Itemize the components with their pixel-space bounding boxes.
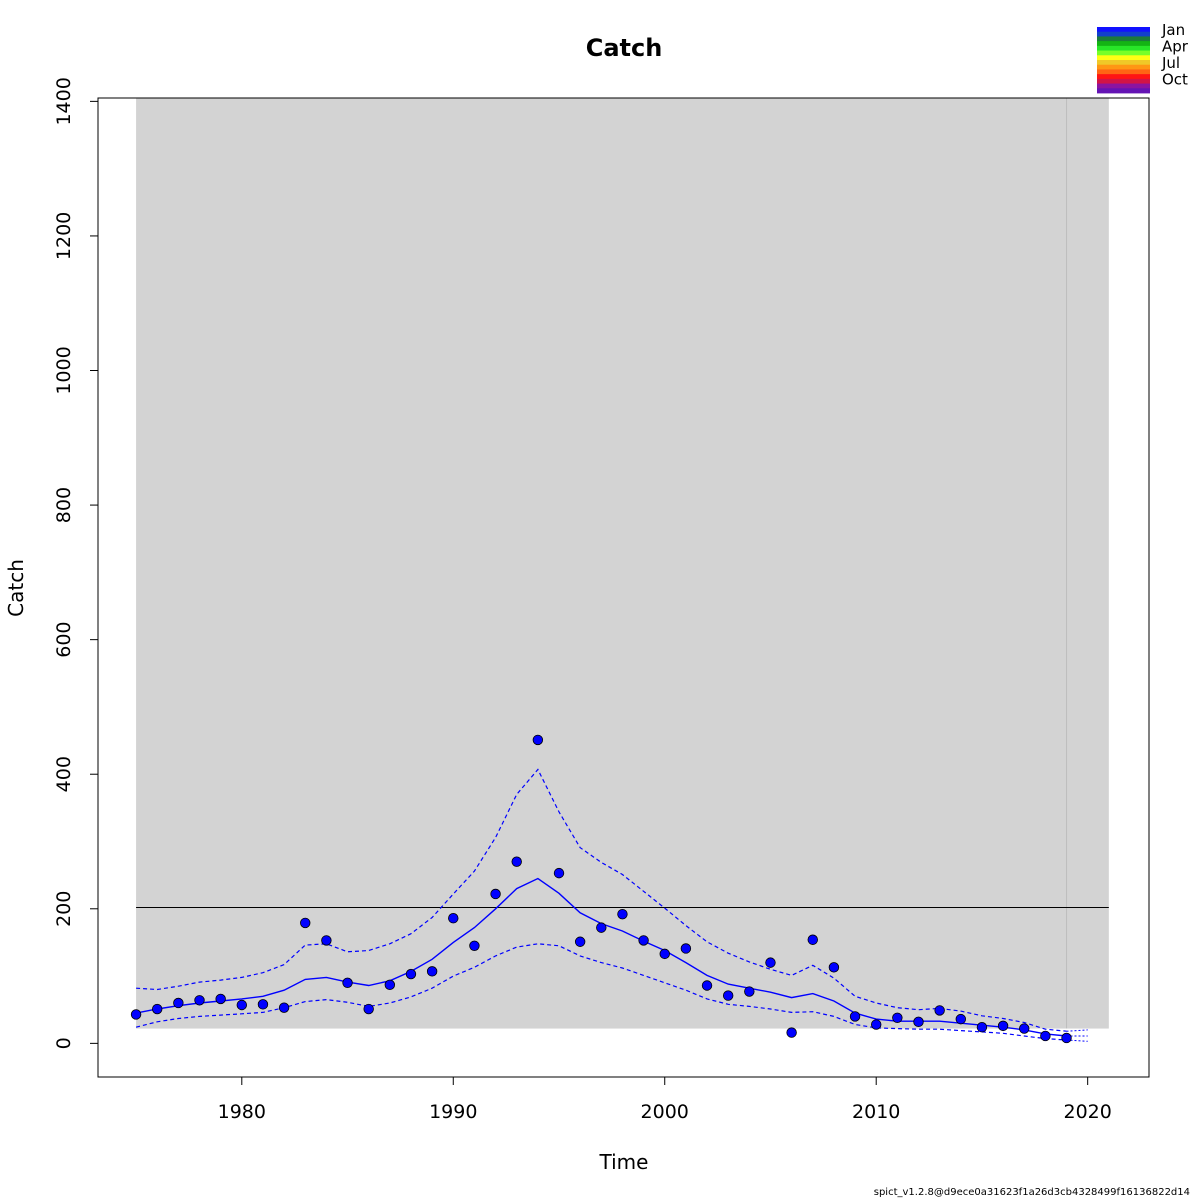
data-point (1040, 1030, 1051, 1042)
legend-color-swatch (1097, 45, 1150, 51)
x-tick-label: 1990 (429, 1101, 477, 1123)
data-point (553, 867, 565, 879)
x-tick-label: 2010 (852, 1101, 900, 1123)
data-point (532, 734, 544, 746)
data-point (426, 966, 438, 977)
legend-color-swatch (1097, 88, 1150, 94)
data-point (955, 1013, 966, 1025)
data-point (871, 1019, 882, 1030)
data-point (638, 935, 649, 946)
data-point (173, 997, 184, 1009)
data-point (617, 908, 628, 920)
legend-color-swatch (1097, 50, 1150, 56)
legend-color-swatch (1097, 83, 1150, 89)
legend-color-swatch (1097, 60, 1150, 66)
data-point (236, 999, 247, 1011)
data-point (659, 948, 670, 960)
y-tick-label: 1400 (53, 77, 75, 125)
y-tick-label: 1000 (53, 346, 75, 394)
data-point (722, 990, 734, 1001)
data-point (511, 856, 522, 867)
y-tick-label: 1200 (53, 212, 75, 260)
data-point (596, 922, 607, 933)
data-point (490, 888, 501, 900)
data-point (278, 1002, 290, 1013)
legend-color-swatch (1097, 41, 1150, 47)
legend-color-swatch (1097, 64, 1150, 70)
data-point (469, 940, 480, 951)
data-point (765, 957, 776, 968)
legend-color-swatch (1097, 36, 1150, 42)
legend-label: Oct (1162, 71, 1188, 89)
chart-title: Catch (585, 34, 663, 62)
legend-color-swatch (1097, 69, 1150, 75)
data-point (257, 999, 269, 1010)
data-point (300, 917, 311, 929)
x-tick-label: 1980 (218, 1101, 266, 1123)
data-point (807, 934, 818, 945)
data-point (405, 968, 417, 980)
legend-color-swatch (1097, 55, 1150, 61)
legend-color-swatch (1097, 27, 1150, 33)
data-point (701, 980, 713, 991)
y-axis-label: Catch (4, 559, 28, 617)
legend-color-swatch (1097, 31, 1150, 37)
legend-label: Apr (1162, 38, 1189, 56)
data-point (913, 1016, 924, 1028)
version-footer: spict_v1.2.8@d9ece0a31623f1a26d3cb432849… (873, 1187, 1190, 1198)
forecast-upper-line (1066, 1029, 1088, 1032)
data-point (194, 995, 205, 1006)
data-point (1019, 1023, 1030, 1034)
x-tick-label: 2000 (641, 1101, 689, 1123)
shaded-region (136, 98, 1109, 1029)
legend-label: Jan (1161, 21, 1185, 39)
y-tick-label: 0 (53, 1037, 75, 1049)
data-point (384, 979, 396, 991)
data-point (574, 936, 586, 947)
data-point (363, 1003, 374, 1015)
data-point (130, 1009, 142, 1020)
data-point (892, 1012, 903, 1023)
data-point (786, 1027, 797, 1038)
data-point (976, 1022, 988, 1033)
forecast-lower-line (1066, 1039, 1088, 1042)
y-tick-label: 800 (53, 487, 75, 523)
data-point (152, 1003, 163, 1015)
data-point (744, 986, 755, 997)
legend-label: Jul (1161, 54, 1180, 72)
y-tick-label: 400 (53, 756, 75, 792)
data-point (680, 943, 692, 954)
y-tick-label: 200 (53, 891, 75, 927)
data-point (215, 993, 226, 1005)
x-axis-label: Time (599, 1150, 649, 1174)
ci-lower-line (135, 943, 1067, 1041)
legend-color-swatch (1097, 74, 1150, 80)
data-point (934, 1005, 945, 1016)
data-point (997, 1020, 1009, 1032)
y-tick-label: 600 (53, 622, 75, 658)
data-point (448, 913, 459, 924)
x-tick-label: 2020 (1063, 1101, 1111, 1123)
data-point (828, 962, 840, 973)
legend-color-swatch (1097, 78, 1150, 84)
data-point (342, 977, 353, 989)
data-point (321, 935, 332, 946)
data-point (1061, 1032, 1072, 1044)
data-point (849, 1011, 861, 1022)
